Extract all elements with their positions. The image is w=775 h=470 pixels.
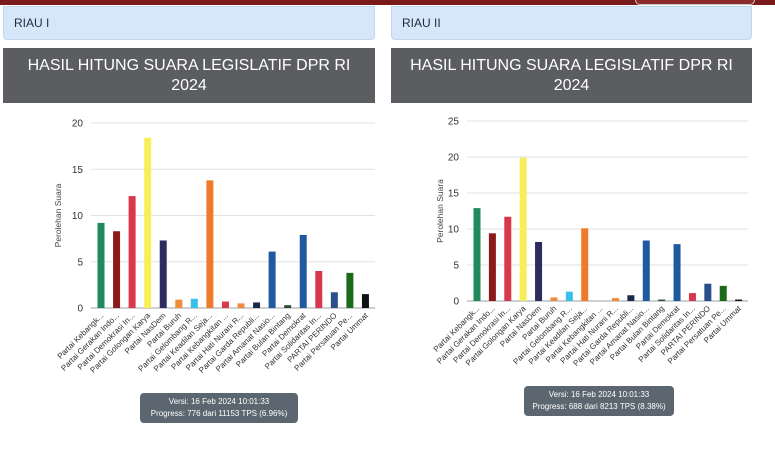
region-tab-riau-1[interactable]: RIAU I	[3, 6, 375, 40]
bar	[550, 297, 558, 301]
progress-info-box: Versi: 16 Feb 2024 10:01:33 Progress: 68…	[524, 386, 674, 416]
bar	[175, 299, 183, 308]
y-tick-label: 5	[77, 257, 83, 268]
bar	[535, 241, 543, 301]
y-tick-label: 15	[448, 189, 460, 200]
progress-text: Progress: 688 dari 8213 TPS (8.38%)	[532, 402, 666, 411]
bar	[284, 305, 292, 308]
bar	[330, 292, 338, 308]
bar	[315, 271, 323, 308]
bar	[144, 137, 152, 308]
bar	[361, 294, 369, 308]
bar	[299, 234, 307, 308]
bar	[581, 228, 589, 301]
y-tick-label: 15	[72, 165, 84, 176]
panel-riau-1: RIAU I HASIL HITUNG SUARA LEGISLATIF DPR…	[3, 0, 375, 470]
y-axis-label: Perolehan Suara	[435, 179, 445, 243]
panel-riau-2: RIAU II HASIL HITUNG SUARA LEGISLATIF DP…	[391, 0, 752, 470]
bar	[673, 244, 681, 301]
bar	[719, 285, 727, 301]
y-tick-label: 20	[448, 153, 460, 164]
bar	[642, 240, 650, 301]
bar	[268, 251, 276, 308]
region-tab-riau-2[interactable]: RIAU II	[391, 6, 752, 40]
bar	[190, 298, 198, 308]
chart-title: HASIL HITUNG SUARA LEGISLATIF DPR RI 202…	[391, 48, 752, 103]
top-navigation-bar	[0, 0, 775, 5]
bar	[704, 283, 712, 301]
bar	[688, 293, 696, 301]
bar	[473, 208, 481, 301]
chart-card: 0 5 10 15 20 25 Perolehan Suara Partai Kebangk.…	[391, 103, 752, 430]
bar	[128, 196, 136, 308]
bar	[159, 240, 167, 308]
progress-text: Progress: 776 dari 11153 TPS (6.96%)	[150, 409, 288, 418]
y-tick-label: 10	[448, 225, 460, 236]
version-text: Versi: 16 Feb 2024 10:01:33	[548, 390, 650, 399]
bar	[221, 301, 229, 308]
bar	[504, 216, 512, 301]
bar	[206, 180, 214, 308]
bar	[346, 272, 354, 308]
bar	[658, 299, 666, 301]
chart-card: 0 5 10 15 20 Perolehan Suara Partai Kebangk...…	[3, 103, 375, 430]
y-tick-label: 0	[453, 297, 459, 308]
chart-title-text: HASIL HITUNG SUARA LEGISLATIF DPR RI 202…	[410, 56, 733, 94]
y-tick-label: 10	[72, 211, 84, 222]
y-tick-label: 25	[448, 117, 460, 128]
bar	[113, 231, 121, 308]
version-text: Versi: 16 Feb 2024 10:01:33	[168, 397, 270, 406]
bar	[627, 295, 635, 301]
y-tick-label: 20	[72, 119, 84, 130]
bar	[565, 291, 573, 301]
chart-title-text: HASIL HITUNG SUARA LEGISLATIF DPR RI 202…	[27, 56, 351, 94]
bar	[612, 298, 619, 301]
bar	[97, 222, 105, 308]
bar	[488, 233, 496, 301]
y-axis-label: Perolehan Suara	[53, 183, 63, 247]
y-tick-label: 5	[453, 261, 459, 272]
bar	[735, 299, 743, 301]
bar	[519, 157, 527, 301]
bar	[237, 303, 245, 308]
y-tick-label: 0	[77, 304, 83, 315]
bar	[253, 302, 261, 308]
progress-info-box: Versi: 16 Feb 2024 10:01:33 Progress: 77…	[140, 393, 298, 423]
chart-title: HASIL HITUNG SUARA LEGISLATIF DPR RI 202…	[3, 48, 375, 103]
